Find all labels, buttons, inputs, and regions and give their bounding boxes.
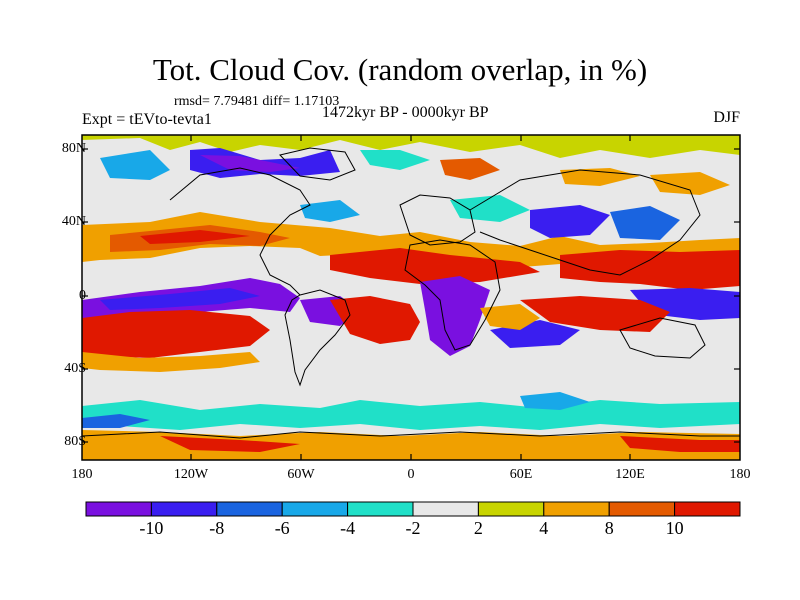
atlantic-cyan-patch xyxy=(360,150,430,170)
atlantic-red-band xyxy=(330,248,540,284)
indo-pacific-red-band xyxy=(560,250,740,290)
africa-coast xyxy=(404,239,501,351)
colorbar-box-6 xyxy=(477,501,545,517)
africa-purple xyxy=(420,276,490,356)
map-fill-layer xyxy=(82,135,740,460)
lon-label-180w: 180 xyxy=(71,467,93,482)
asia-coast xyxy=(469,169,701,276)
lat-label-40s: 40S xyxy=(64,361,86,376)
colorbar-box-2 xyxy=(216,501,283,517)
colorbar-label-0: -10 xyxy=(139,518,164,538)
greenland-coast xyxy=(279,147,356,181)
antarctic-red-patch-2 xyxy=(620,436,740,452)
colorbar-label-4: -2 xyxy=(405,518,421,538)
colorbar-box-0 xyxy=(85,501,152,517)
antarctica-coast xyxy=(82,431,740,439)
npacific-red-core xyxy=(140,230,250,244)
arctic-yellow-band xyxy=(82,135,740,158)
mideast-cyan-patch xyxy=(450,195,530,222)
colorbar-label-7: 8 xyxy=(604,518,614,538)
colorbar-box-9 xyxy=(674,501,741,517)
south-pacific-red xyxy=(82,310,270,358)
asia-blue-patch xyxy=(530,205,610,238)
colorbar-label-8: 10 xyxy=(665,518,684,538)
kamchatka-orange-patch xyxy=(650,172,730,195)
coastlines xyxy=(82,147,740,439)
south-atlantic-red xyxy=(330,296,420,344)
chart-title: Tot. Cloud Cov. (random overlap, in %) xyxy=(152,52,648,87)
europe-orange-patch xyxy=(440,158,500,180)
natlantic-blue-patch xyxy=(300,200,360,222)
colorbar-box-7 xyxy=(543,501,610,517)
south-pacific-orange xyxy=(82,352,260,372)
southern-ocean-cyan xyxy=(82,400,740,430)
stats-text: rmsd= 7.79481 diff= 1.17103 xyxy=(174,94,340,109)
colorbar-label-1: -8 xyxy=(209,518,225,538)
lat-label-40n: 40N xyxy=(61,214,86,229)
lat-label-80n: 80N xyxy=(61,141,86,156)
australia-coast xyxy=(619,317,706,359)
china-blue-patch xyxy=(610,206,680,240)
europe-coast xyxy=(399,194,476,246)
south-indian-red xyxy=(520,296,670,332)
madagascar-orange xyxy=(480,304,540,330)
south-america-coast xyxy=(284,289,351,387)
colorbar-box-5 xyxy=(412,501,479,517)
southern-ocean-blue xyxy=(82,414,150,428)
lat-label-80s: 80S xyxy=(64,434,86,449)
arctic-purple-patch xyxy=(200,155,300,172)
colorbar-box-3 xyxy=(281,501,349,517)
season-label: DJF xyxy=(713,109,740,126)
siberia-orange-patch xyxy=(560,168,640,186)
north-america-coast xyxy=(169,167,311,296)
lon-label-60e: 60E xyxy=(509,467,533,482)
lon-label-120e: 120E xyxy=(615,467,645,482)
lon-label-180e: 180 xyxy=(729,467,751,482)
equatorial-pacific-blue xyxy=(100,288,260,310)
antarctic-red-patch xyxy=(160,436,300,452)
map-ticks xyxy=(82,135,740,460)
southern-ocean-cyan-2 xyxy=(520,392,590,410)
arctic-cyan-patch xyxy=(100,150,170,180)
colorbar-box-8 xyxy=(608,501,676,517)
colorbar-box-1 xyxy=(150,501,218,517)
colorbar-label-6: 4 xyxy=(539,518,549,538)
lat-label-0: 0 xyxy=(79,288,86,303)
lon-label-0: 0 xyxy=(407,467,415,482)
experiment-label: Expt = tEVto-tevta1 xyxy=(82,111,212,128)
lon-label-60w: 60W xyxy=(287,467,315,482)
lon-label-120w: 120W xyxy=(173,467,209,482)
colorbar-box-4 xyxy=(347,501,414,517)
period-label: 1472kyr BP - 0000kyr BP xyxy=(322,104,489,121)
colorbar-label-5: 2 xyxy=(473,518,483,538)
colorbar-label-3: -4 xyxy=(340,518,356,538)
colorbar-label-2: -6 xyxy=(274,518,290,538)
